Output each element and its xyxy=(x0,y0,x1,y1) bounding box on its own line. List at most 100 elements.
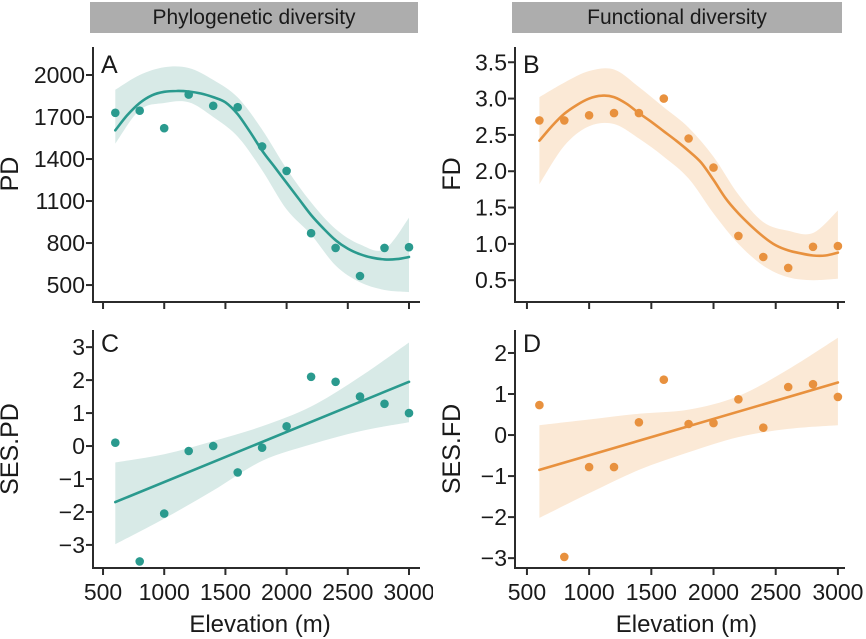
x-tick-label: 1500 xyxy=(200,579,251,605)
data-point xyxy=(111,108,120,118)
data-point xyxy=(659,375,669,385)
data-point xyxy=(159,123,169,133)
data-point xyxy=(331,377,340,387)
x-tick-label: 3000 xyxy=(812,579,863,605)
x-tick-label: 500 xyxy=(84,579,122,605)
x-tick-label: 3000 xyxy=(383,579,433,605)
y-tick-label: 2 xyxy=(72,367,85,393)
x-tick-label: 1500 xyxy=(626,579,677,605)
data-point xyxy=(584,462,594,472)
data-point xyxy=(208,441,218,451)
data-point xyxy=(560,552,569,562)
data-point xyxy=(684,134,693,143)
x-tick-label: 1000 xyxy=(564,579,615,605)
data-point xyxy=(380,399,389,409)
data-point xyxy=(111,438,120,448)
data-point xyxy=(233,468,242,477)
data-point xyxy=(355,271,365,281)
y-tick-label: 1.0 xyxy=(475,231,507,257)
fit-line xyxy=(114,89,411,261)
data-point xyxy=(833,241,843,251)
data-point xyxy=(634,108,644,118)
data-point xyxy=(709,163,718,172)
y-tick-label: 2000 xyxy=(34,62,85,88)
data-point xyxy=(257,443,267,453)
data-point xyxy=(734,231,743,241)
confidence-band xyxy=(539,68,838,281)
y-tick-label: 0.5 xyxy=(475,267,507,293)
panel-letter: D xyxy=(523,330,541,358)
data-point xyxy=(833,392,843,402)
data-point xyxy=(282,166,291,176)
x-tick-label: 2000 xyxy=(688,579,739,605)
data-point xyxy=(659,94,669,103)
data-point xyxy=(331,243,340,253)
y-tick-label: 800 xyxy=(47,230,85,256)
y-axis-title: SES.PD xyxy=(0,403,24,495)
data-point xyxy=(783,382,793,392)
y-tick-label: −3 xyxy=(59,532,85,558)
data-point xyxy=(709,418,718,428)
y-tick-label: 1.5 xyxy=(475,195,507,221)
y-tick-label: 1 xyxy=(72,400,85,426)
data-point xyxy=(208,101,218,111)
fit-line xyxy=(114,380,411,504)
y-tick-label: 1100 xyxy=(36,188,85,214)
x-tick-label: 500 xyxy=(508,579,546,605)
data-point xyxy=(355,392,365,401)
data-point xyxy=(808,242,818,252)
x-tick-label: 2000 xyxy=(261,579,312,605)
data-point xyxy=(306,372,316,382)
y-tick-label: −1 xyxy=(59,466,85,492)
y-tick-label: 2 xyxy=(494,340,507,366)
y-tick-label: 1700 xyxy=(34,104,85,130)
confidence-band xyxy=(115,66,410,293)
y-tick-label: 3 xyxy=(72,334,85,360)
data-point xyxy=(380,243,389,253)
x-axis-title: Elevation (m) xyxy=(616,611,757,638)
y-tick-label: 0 xyxy=(72,433,85,459)
y-tick-label: 1400 xyxy=(34,146,85,172)
data-point xyxy=(159,509,169,518)
y-tick-label: 2.5 xyxy=(475,122,507,148)
panel-b-fd-vs-elevation-chart: 0.5 1.0 1.5 2.0 2.5 3.0 3.5 B FD xyxy=(438,47,845,309)
y-tick-label: 1 xyxy=(494,381,507,407)
data-point xyxy=(184,90,193,99)
panel-letter: C xyxy=(101,330,119,358)
fit-line xyxy=(538,94,840,258)
data-point xyxy=(609,108,619,118)
data-point xyxy=(684,419,693,429)
data-point xyxy=(584,111,594,120)
panel-c-ses-pd-vs-elevation-chart: −3 −2 −1 0 1 2 3 500 1000 1500 2000 2500 3000 C SES.PD… xyxy=(0,330,433,638)
y-tick-label: 3.0 xyxy=(475,86,507,112)
data-point xyxy=(306,228,316,238)
y-tick-label: −3 xyxy=(481,545,507,571)
data-point xyxy=(759,423,768,433)
data-point xyxy=(783,263,793,273)
x-tick-label: 1000 xyxy=(139,579,190,605)
data-point xyxy=(634,418,644,427)
panel-letter: B xyxy=(523,51,540,79)
x-axis-title: Elevation (m) xyxy=(189,611,330,638)
panel-a-pd-vs-elevation-chart: 500 800 1100 1400 1700 2000 A PD xyxy=(0,47,420,309)
data-point xyxy=(560,116,569,125)
data-point xyxy=(257,142,267,151)
confidence-band xyxy=(115,342,410,545)
y-tick-label: 0 xyxy=(494,422,507,448)
x-tick-label: 2500 xyxy=(750,579,801,605)
data-point xyxy=(233,102,242,112)
column-header-functional-diversity: Functional diversity xyxy=(512,2,842,33)
y-tick-label: 500 xyxy=(47,272,85,298)
x-tick-label: 2500 xyxy=(322,579,373,605)
data-point xyxy=(184,446,193,456)
data-point xyxy=(609,462,619,472)
y-tick-label: −2 xyxy=(481,504,507,530)
column-header-phylogenetic-diversity: Phylogenetic diversity xyxy=(90,2,418,33)
data-point xyxy=(535,116,544,125)
y-axis-title: FD xyxy=(438,157,466,190)
data-point xyxy=(759,252,768,262)
data-point xyxy=(135,106,144,115)
y-tick-label: −2 xyxy=(59,499,85,525)
data-point xyxy=(734,395,743,404)
